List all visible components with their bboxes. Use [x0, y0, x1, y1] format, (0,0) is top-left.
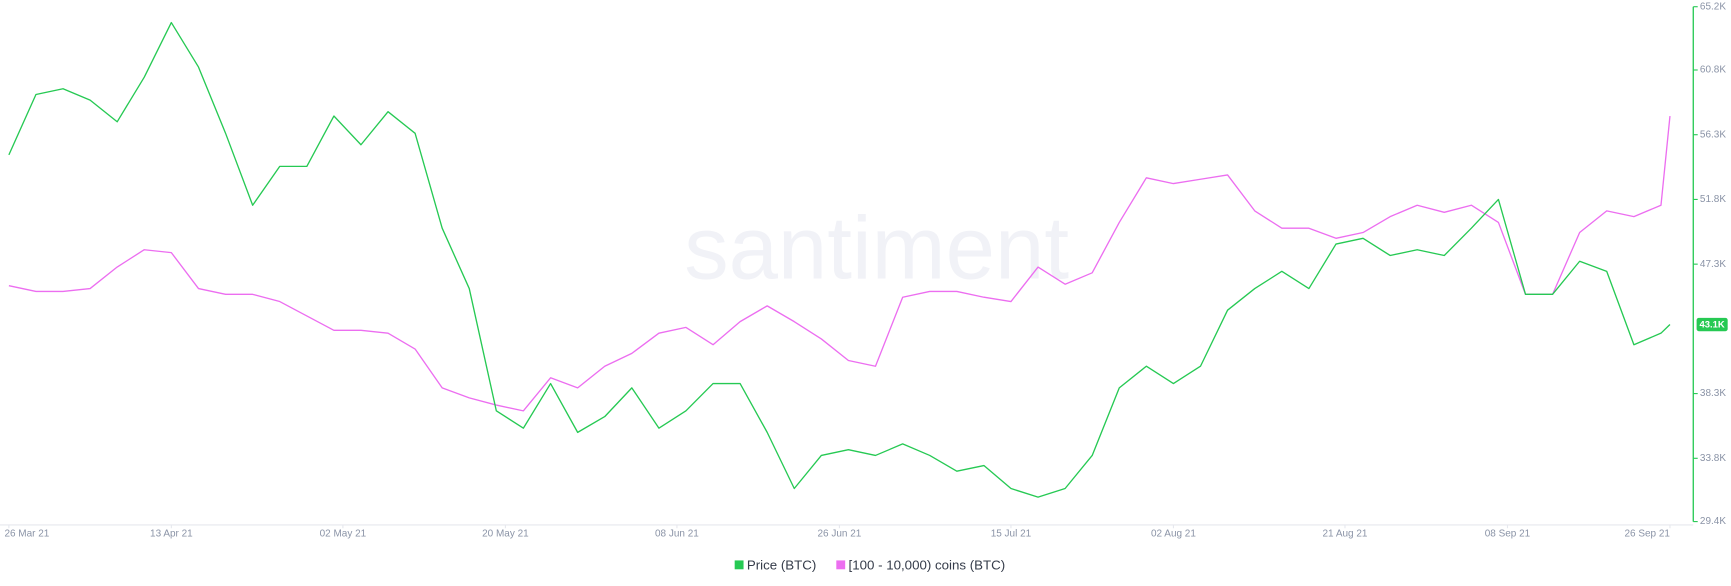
- legend-item: [100 - 10,000) coins (BTC): [836, 557, 1005, 572]
- x-tick-label: 15 Jul 21: [991, 528, 1032, 539]
- x-tick-label: 02 May 21: [320, 528, 367, 539]
- watermark: santiment: [684, 199, 1069, 298]
- legend-swatch: [836, 560, 846, 570]
- legend: Price (BTC) [100 - 10,000) coins (BTC): [734, 557, 1005, 572]
- y-tick-label: 60.8K: [1700, 65, 1726, 76]
- x-tick-label: 13 Apr 21: [150, 528, 193, 539]
- x-tick-label: 08 Jun 21: [655, 528, 699, 539]
- x-tick-label: 20 May 21: [482, 528, 529, 539]
- y-tick-label: 29.4K: [1700, 516, 1726, 527]
- x-tick-label: 26 Jun 21: [818, 528, 862, 539]
- legend-label: [100 - 10,000) coins (BTC): [849, 557, 1006, 572]
- badge-label: 43.1K: [1700, 319, 1725, 330]
- badge-bg: [1696, 317, 1728, 332]
- last-value-badge: 43.1K: [1696, 317, 1728, 332]
- legend-item: Price (BTC): [734, 557, 816, 572]
- y-tick-label: 38.3K: [1700, 388, 1726, 399]
- y-tick-label: 47.3K: [1700, 259, 1726, 270]
- legend-swatch: [734, 560, 744, 570]
- legend-label: Price (BTC): [747, 557, 816, 572]
- x-tick-label: 08 Sep 21: [1485, 528, 1531, 539]
- line-series: [8, 115, 1671, 412]
- line-series: [8, 21, 1671, 498]
- y-tick-label: 65.2K: [1700, 1, 1726, 12]
- x-tick-label: 26 Sep 21: [1625, 528, 1671, 539]
- y-tick-label: 56.3K: [1700, 129, 1726, 140]
- x-tick-label: 26 Mar 21: [4, 528, 49, 539]
- y-tick-label: 33.8K: [1700, 453, 1726, 464]
- y-tick-label: 51.8K: [1700, 194, 1726, 205]
- x-tick-label: 21 Aug 21: [1323, 528, 1368, 539]
- x-tick-label: 02 Aug 21: [1151, 528, 1196, 539]
